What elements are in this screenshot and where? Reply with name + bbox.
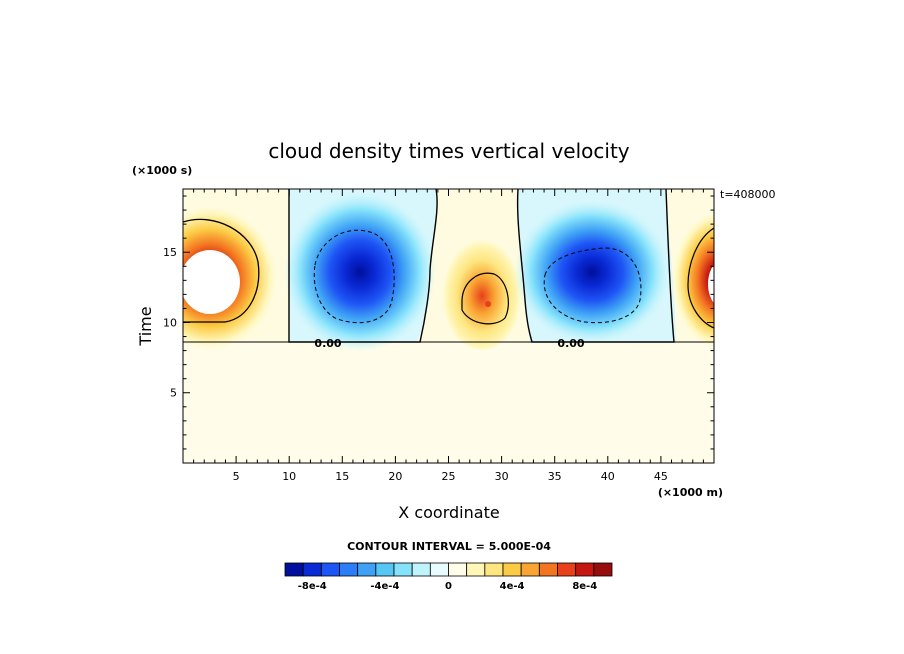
y-tick-label: 10 [163,316,177,329]
downdraft-1: 0.00 [284,189,438,352]
colorbar-swatch [393,562,413,577]
chart-title: cloud density times vertical velocity [268,139,629,163]
colorbar-swatch [339,562,359,577]
colorbar-tick-label: 0 [445,581,452,592]
colorbar-swatch [593,562,613,577]
x-axis-ticks: 5 10 15 20 25 30 35 40 45 [193,189,704,483]
zero-contour-label-2: 0.00 [557,337,584,350]
contour-interval-text: CONTOUR INTERVAL = 5.000E-04 [347,540,551,553]
y-tick-label: 5 [170,387,177,400]
colorbar-swatch [520,562,540,577]
colorbar-tick-label: -8e-4 [298,581,327,592]
x-tick-label: 35 [548,470,562,483]
colorbar-swatch [557,562,577,577]
downdraft-2: 0.00 [514,189,676,350]
colorbar-swatch [575,562,595,577]
x-tick-label: 30 [495,470,509,483]
x-tick-label: 10 [282,470,296,483]
x-tick-label: 25 [442,470,456,483]
colorbar-swatch [411,562,431,577]
colorbar-swatch [375,562,395,577]
x-tick-label: 40 [601,470,615,483]
zero-contour-label: 0.00 [314,337,341,350]
colorbar-swatch [302,562,322,577]
colorbar-swatch [448,562,468,577]
x-tick-label: 5 [233,470,240,483]
x-axis-label: X coordinate [398,503,499,522]
colorbar-swatch [538,562,558,577]
colorbar-tick-labels: -8e-4 -4e-4 0 4e-4 8e-4 [298,581,597,592]
colorbar [284,562,613,577]
updraft-left-edge [183,203,280,353]
colorbar-swatch [357,562,377,577]
y-tick-label: 15 [163,246,177,259]
y-axis-ticks: 5 10 15 [163,195,714,450]
colorbar-swatch [429,562,449,577]
colorbar-tick-label: 8e-4 [572,581,597,592]
colorbar-tick-label: 4e-4 [500,581,525,592]
y-axis-label: Time [136,306,155,346]
colorbar-swatch [320,562,340,577]
colorbar-swatch [466,562,486,577]
colorbar-swatch [502,562,522,577]
y-unit-label: (×1000 s) [132,164,192,177]
updraft-right-edge [670,208,714,352]
colorbar-swatch [284,562,304,577]
x-tick-label: 20 [388,470,402,483]
plot-area: 0.00 0.00 [183,189,714,463]
x-tick-label: 45 [654,470,668,483]
colorbar-swatch [484,562,504,577]
updraft-center [440,230,524,350]
x-tick-label: 15 [335,470,349,483]
colorbar-tick-label: -4e-4 [370,581,399,592]
x-unit-label: (×1000 m) [658,486,723,499]
time-stamp: t=408000 [720,188,776,201]
